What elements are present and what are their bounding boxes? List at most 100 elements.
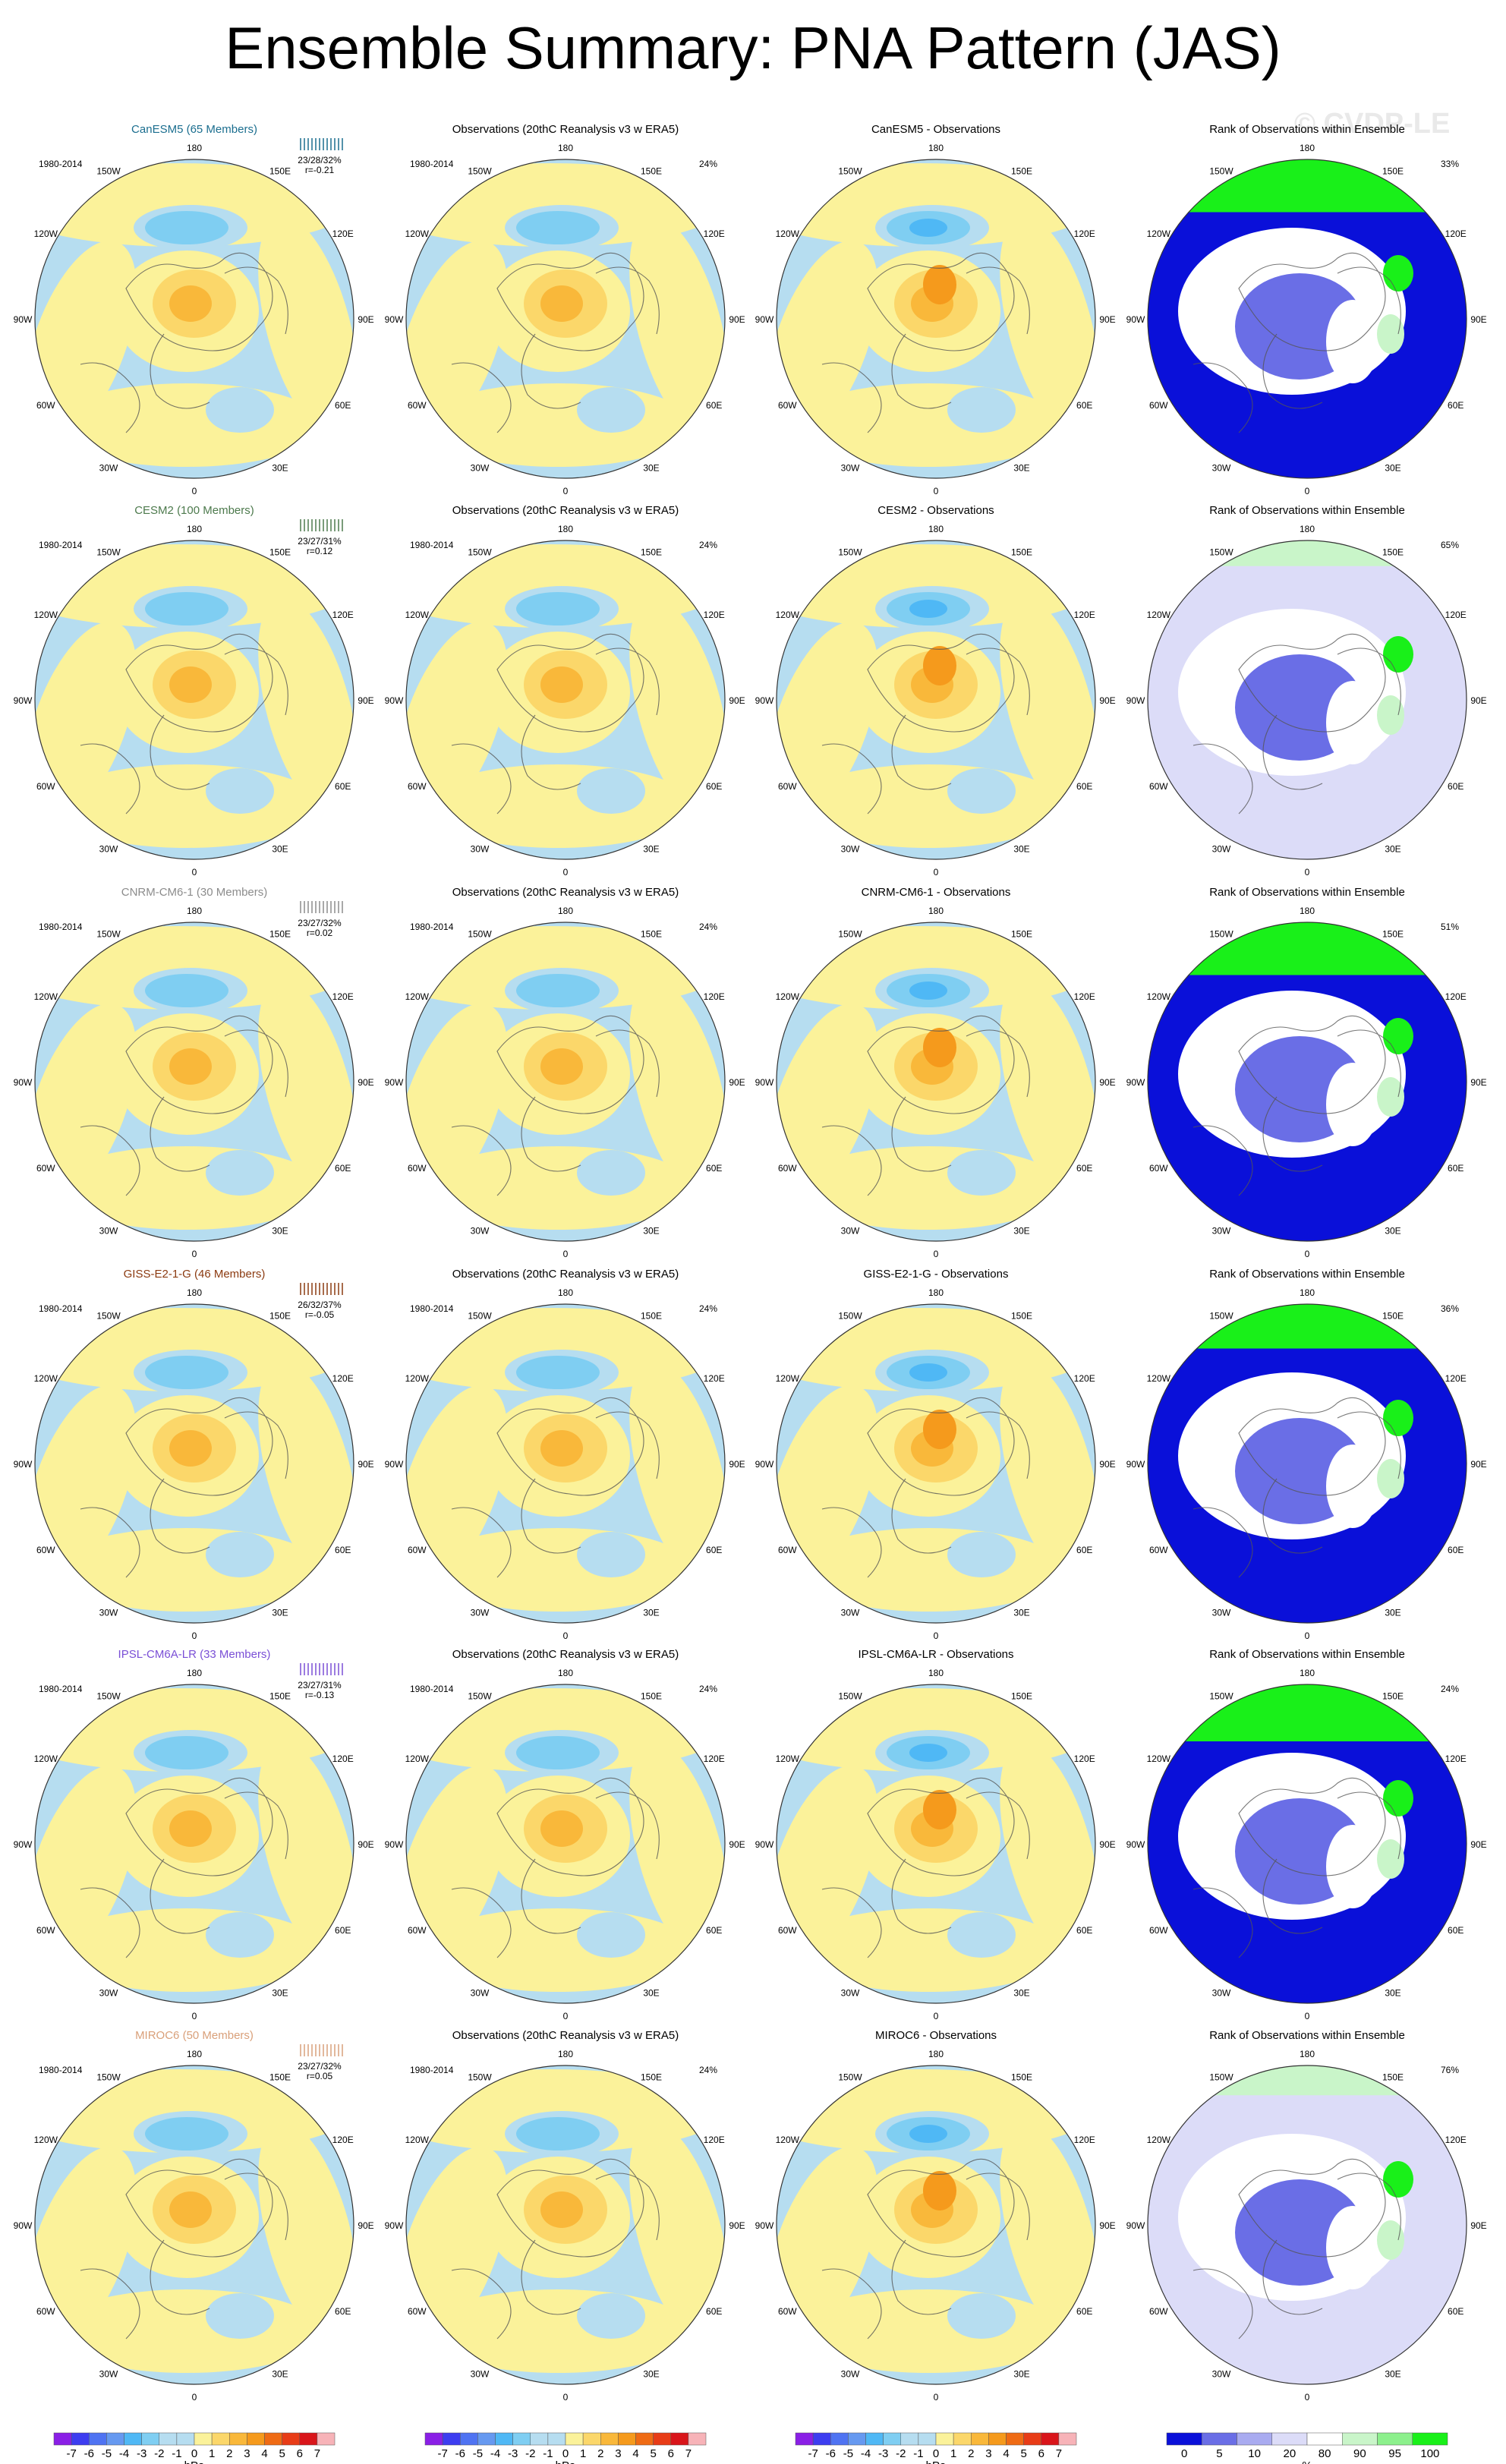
lon-tick-label: 60E xyxy=(1076,2306,1092,2317)
lon-tick-label: 120W xyxy=(1147,991,1171,1002)
colorbar-swatch xyxy=(317,2432,336,2446)
positive-anomaly xyxy=(421,1528,695,1612)
colorbar-swatch xyxy=(1342,2432,1378,2446)
colorbar-swatch xyxy=(953,2432,972,2446)
panel-observations: Observations (20thC Reanalysis v3 w ERA5… xyxy=(385,886,745,1259)
lon-tick-label: 60E xyxy=(1448,1925,1463,1936)
positive-anomaly xyxy=(792,1146,1065,1230)
lon-tick-label: 60W xyxy=(408,1925,427,1936)
map-border xyxy=(776,922,1096,1242)
lon-tick-label: 30E xyxy=(272,2369,288,2380)
lon-tick-label: 0 xyxy=(563,486,569,496)
lon-tick-label: 150W xyxy=(838,2072,862,2082)
colorbar-swatch xyxy=(935,2432,954,2446)
panel-difference: CESM2 - Observations 180 150E 120E 90E 60E 30E… xyxy=(755,504,1116,878)
panel-difference: CNRM-CM6-1 - Observations 180 150E 120E 90E 6… xyxy=(755,886,1116,1259)
colorbar-tick-label: 1 xyxy=(950,2447,956,2460)
coastline xyxy=(150,1858,210,1934)
colorbar-tick-label: 10 xyxy=(1248,2447,1261,2460)
colorbar-swatch xyxy=(1166,2432,1202,2446)
lon-tick-label: 120W xyxy=(34,228,58,239)
coastline xyxy=(451,1125,512,1196)
lon-tick-label: 60E xyxy=(706,400,722,411)
lon-tick-label: 90E xyxy=(1099,695,1115,706)
panel-observations: Observations (20thC Reanalysis v3 w ERA5… xyxy=(385,1648,745,2021)
panel-observations: Observations (20thC Reanalysis v3 w ERA5… xyxy=(385,504,745,878)
lon-tick-label: 90E xyxy=(358,695,373,706)
coastline xyxy=(80,362,140,433)
positive-anomaly xyxy=(1000,1741,1095,1962)
lon-tick-label: 60W xyxy=(1149,1925,1168,1936)
figure-row: GISS-E2-1-G (46 Members) 1980-2014 26/32/3… xyxy=(14,1268,1487,1641)
lon-tick-label: 90E xyxy=(358,1839,373,1850)
coastline xyxy=(1337,266,1401,335)
lon-tick-label: 90W xyxy=(385,314,404,325)
variance-label: 24% xyxy=(699,922,717,932)
colorbar-tick-label: -4 xyxy=(490,2447,500,2460)
negative-anomaly xyxy=(516,974,600,1007)
coastline xyxy=(80,1887,140,1958)
colorbar-unit: hPa xyxy=(184,2459,205,2464)
colorbar-tick-label: -3 xyxy=(878,2447,888,2460)
rank-region xyxy=(1377,695,1404,735)
colorbar-tick-label: 2 xyxy=(597,2447,603,2460)
lon-tick-label: 60E xyxy=(1076,781,1092,792)
coastline xyxy=(125,633,273,733)
period-label: 1980-2014 xyxy=(39,540,83,550)
colorbar-swatch xyxy=(512,2432,531,2446)
lon-tick-label: 180 xyxy=(1300,1287,1315,1298)
colorbar-swatch xyxy=(1202,2432,1237,2446)
lon-tick-label: 120W xyxy=(405,228,430,239)
panel-title: GISS-E2-1-G - Observations xyxy=(864,1268,1009,1281)
map-field xyxy=(35,1684,354,2003)
lon-tick-label: 90E xyxy=(1470,1077,1486,1088)
lon-tick-label: 90W xyxy=(755,1839,774,1850)
colorbar-swatch xyxy=(194,2432,213,2446)
correlation-label: r=0.02 xyxy=(307,928,333,938)
lon-tick-label: 120E xyxy=(1074,1373,1095,1384)
lon-tick-label: 30E xyxy=(1013,1988,1029,1999)
positive-anomaly xyxy=(421,1908,695,1992)
lon-tick-label: 30E xyxy=(643,1608,659,1618)
lon-tick-label: 180 xyxy=(928,524,944,534)
colorbar-swatch xyxy=(477,2432,496,2446)
lon-tick-label: 180 xyxy=(558,1668,573,1678)
colorbar-tick-label: 0 xyxy=(933,2447,939,2460)
panel-title: Observations (20thC Reanalysis v3 w ERA5… xyxy=(452,1268,679,1281)
colorbar-swatch xyxy=(883,2432,901,2446)
positive-anomaly xyxy=(923,1028,956,1067)
panel-title: CNRM-CM6-1 - Observations xyxy=(862,886,1011,899)
lon-tick-label: 30W xyxy=(471,463,490,474)
colorbar-tick-label: 80 xyxy=(1319,2447,1331,2460)
lon-tick-label: 120E xyxy=(332,2135,354,2145)
coastline xyxy=(1238,633,1386,733)
period-label: 1980-2014 xyxy=(410,922,454,932)
panel-title: IPSL-CM6A-LR - Observations xyxy=(858,1648,1013,1661)
map-border xyxy=(776,1303,1096,1624)
lon-tick-label: 0 xyxy=(934,2011,939,2021)
lon-tick-label: 60E xyxy=(335,1925,351,1936)
rank-region xyxy=(1148,1304,1467,1349)
lon-tick-label: 120W xyxy=(776,1753,800,1764)
map-field xyxy=(35,159,354,478)
lon-tick-label: 0 xyxy=(563,2392,569,2403)
positive-anomaly xyxy=(923,1410,956,1449)
colorbar-swatch xyxy=(71,2432,90,2446)
lon-tick-label: 120W xyxy=(776,2135,800,2145)
coastlines xyxy=(1193,633,1401,815)
lon-tick-label: 30E xyxy=(272,1608,288,1618)
lon-tick-label: 180 xyxy=(187,1668,202,1678)
coastline xyxy=(224,266,288,335)
positive-anomaly xyxy=(792,2289,1065,2373)
positive-anomaly xyxy=(169,1430,212,1467)
period-label: 1980-2014 xyxy=(39,922,83,932)
lon-tick-label: 30E xyxy=(643,2369,659,2380)
rank-region xyxy=(1326,1063,1379,1146)
coastline xyxy=(966,1029,1030,1098)
map-border xyxy=(405,159,726,479)
colorbar-tick-label: 5 xyxy=(1020,2447,1026,2460)
positive-anomaly xyxy=(1000,2122,1095,2343)
positive-anomaly xyxy=(421,1146,695,1230)
coastline xyxy=(891,1478,952,1554)
lon-tick-label: 90E xyxy=(358,1077,373,1088)
